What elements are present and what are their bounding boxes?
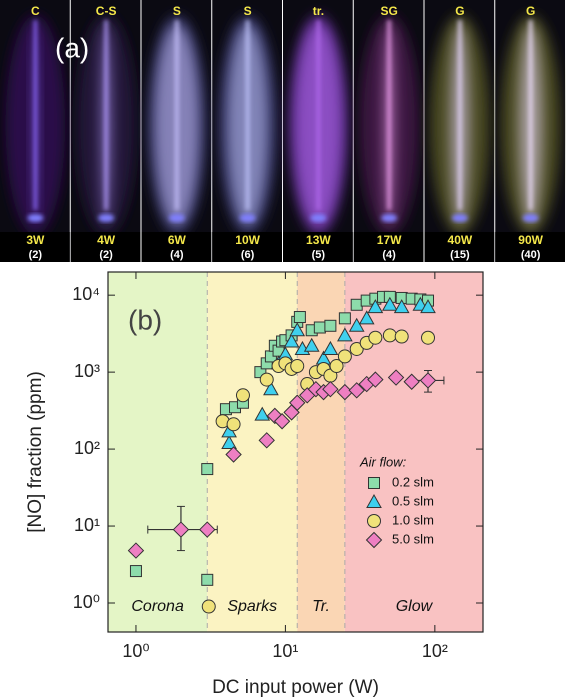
count-label: (2) — [99, 249, 113, 261]
electrode-spot — [452, 214, 468, 222]
point — [383, 329, 396, 342]
point — [202, 464, 213, 475]
x-tick-label: 10¹ — [272, 641, 298, 661]
legend-title: Air flow: — [359, 454, 407, 469]
power-label: 3W — [26, 233, 45, 247]
discharge-core — [316, 20, 320, 210]
point — [260, 373, 273, 386]
figure: C 3W (2) C-S 4W (2) S 6W (4) S 10W (6) tr. 13W (5) SG 17… — [0, 0, 566, 700]
point — [314, 322, 325, 333]
photo: tr. 13W (5) — [283, 0, 353, 262]
point — [291, 360, 304, 373]
region-label: Sparks — [227, 598, 277, 615]
count-label: (40) — [521, 249, 541, 261]
region — [207, 272, 297, 632]
electrode-spot — [27, 214, 43, 222]
power-label: 13W — [306, 233, 331, 247]
point — [351, 299, 362, 310]
electrode-spot — [310, 214, 326, 222]
point — [339, 313, 350, 324]
electrode-spot — [240, 214, 256, 222]
region-label: Glow — [396, 598, 434, 615]
discharge-core — [104, 20, 108, 210]
panel-label: (a) — [55, 32, 89, 63]
discharge-core — [246, 20, 250, 210]
regime-label: C-S — [96, 4, 117, 18]
count-label: (15) — [450, 249, 470, 261]
point — [338, 350, 351, 363]
legend-label: 0.5 slm — [392, 493, 434, 508]
discharge-core — [387, 20, 391, 210]
chart: Corona Sparks Tr. Glow 10⁰ 10¹ 10² 10⁰ 10¹ 10² 10³… — [25, 272, 483, 698]
regime-label: C — [31, 4, 40, 18]
point — [422, 331, 435, 344]
y-tick-label: 10⁴ — [72, 284, 100, 304]
electrode-spot — [98, 214, 114, 222]
count-label: (6) — [241, 249, 255, 261]
power-label: 17W — [377, 233, 402, 247]
discharge-core — [529, 20, 533, 210]
photo-panel: C 3W (2) C-S 4W (2) S 6W (4) S 10W (6) tr. 13W (5) SG 17… — [0, 0, 565, 262]
discharge-core — [458, 20, 462, 210]
power-label: 6W — [168, 233, 187, 247]
regime-label: S — [244, 4, 252, 18]
regime-label: S — [173, 4, 181, 18]
legend-label: 5.0 slm — [392, 531, 434, 546]
point — [395, 330, 408, 343]
photo: G 40W (15) — [425, 0, 495, 262]
point — [202, 574, 213, 585]
region-label: Corona — [131, 598, 184, 615]
x-tick-label: 10² — [422, 641, 448, 661]
x-axis-label: DC input power (W) — [212, 677, 379, 698]
regime-label: G — [455, 4, 464, 18]
discharge-core — [33, 20, 37, 210]
legend-label: 0.2 slm — [392, 474, 434, 489]
legend-label: 1.0 slm — [392, 512, 434, 527]
point — [202, 600, 215, 613]
y-tick-label: 10³ — [74, 361, 100, 381]
y-tick-label: 10⁰ — [73, 592, 100, 612]
electrode-spot — [169, 214, 185, 222]
count-label: (4) — [170, 249, 184, 261]
discharge-core — [175, 20, 179, 210]
point — [236, 389, 249, 402]
y-tick-label: 10² — [74, 438, 100, 458]
power-label: 10W — [235, 233, 260, 247]
photo: SG 17W (4) — [354, 0, 424, 262]
x-tick-label: 10⁰ — [122, 641, 149, 661]
electrode-spot — [523, 214, 539, 222]
legend-marker — [368, 515, 381, 528]
count-label: (4) — [382, 249, 396, 261]
point — [369, 331, 382, 344]
regime-label: G — [526, 4, 535, 18]
electrode-spot — [381, 214, 397, 222]
region-label: Tr. — [312, 598, 330, 615]
regime-label: tr. — [313, 4, 324, 18]
power-label: 4W — [97, 233, 116, 247]
point — [227, 418, 240, 431]
photo: S 6W (4) — [142, 0, 212, 262]
point — [294, 312, 305, 323]
regime-label: SG — [380, 4, 397, 18]
panel-label: (b) — [128, 304, 162, 335]
legend-marker — [369, 478, 380, 489]
y-tick-label: 10¹ — [74, 515, 100, 535]
photo: G 90W (40) — [495, 0, 565, 262]
photo: S 10W (6) — [212, 0, 282, 262]
y-axis-label: [NO] fraction (ppm) — [25, 371, 46, 533]
region — [345, 272, 483, 632]
power-label: 40W — [448, 233, 473, 247]
point — [325, 320, 336, 331]
point — [130, 566, 141, 577]
count-label: (5) — [312, 249, 326, 261]
power-label: 90W — [518, 233, 543, 247]
count-label: (2) — [29, 249, 43, 261]
